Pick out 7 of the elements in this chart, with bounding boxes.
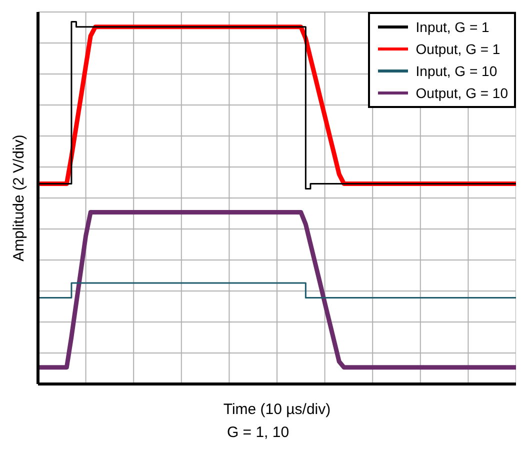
legend-label: Input, G = 10 xyxy=(416,63,498,79)
legend-label: Output, G = 10 xyxy=(416,85,508,101)
y-axis-title: Amplitude (2 V/div) xyxy=(10,134,28,262)
legend-label: Output, G = 1 xyxy=(416,41,500,57)
legend-label: Input, G = 1 xyxy=(416,19,490,35)
x-axis-title: Time (10 µs/div) xyxy=(223,401,331,418)
text: G = 1, 10 xyxy=(226,424,290,441)
